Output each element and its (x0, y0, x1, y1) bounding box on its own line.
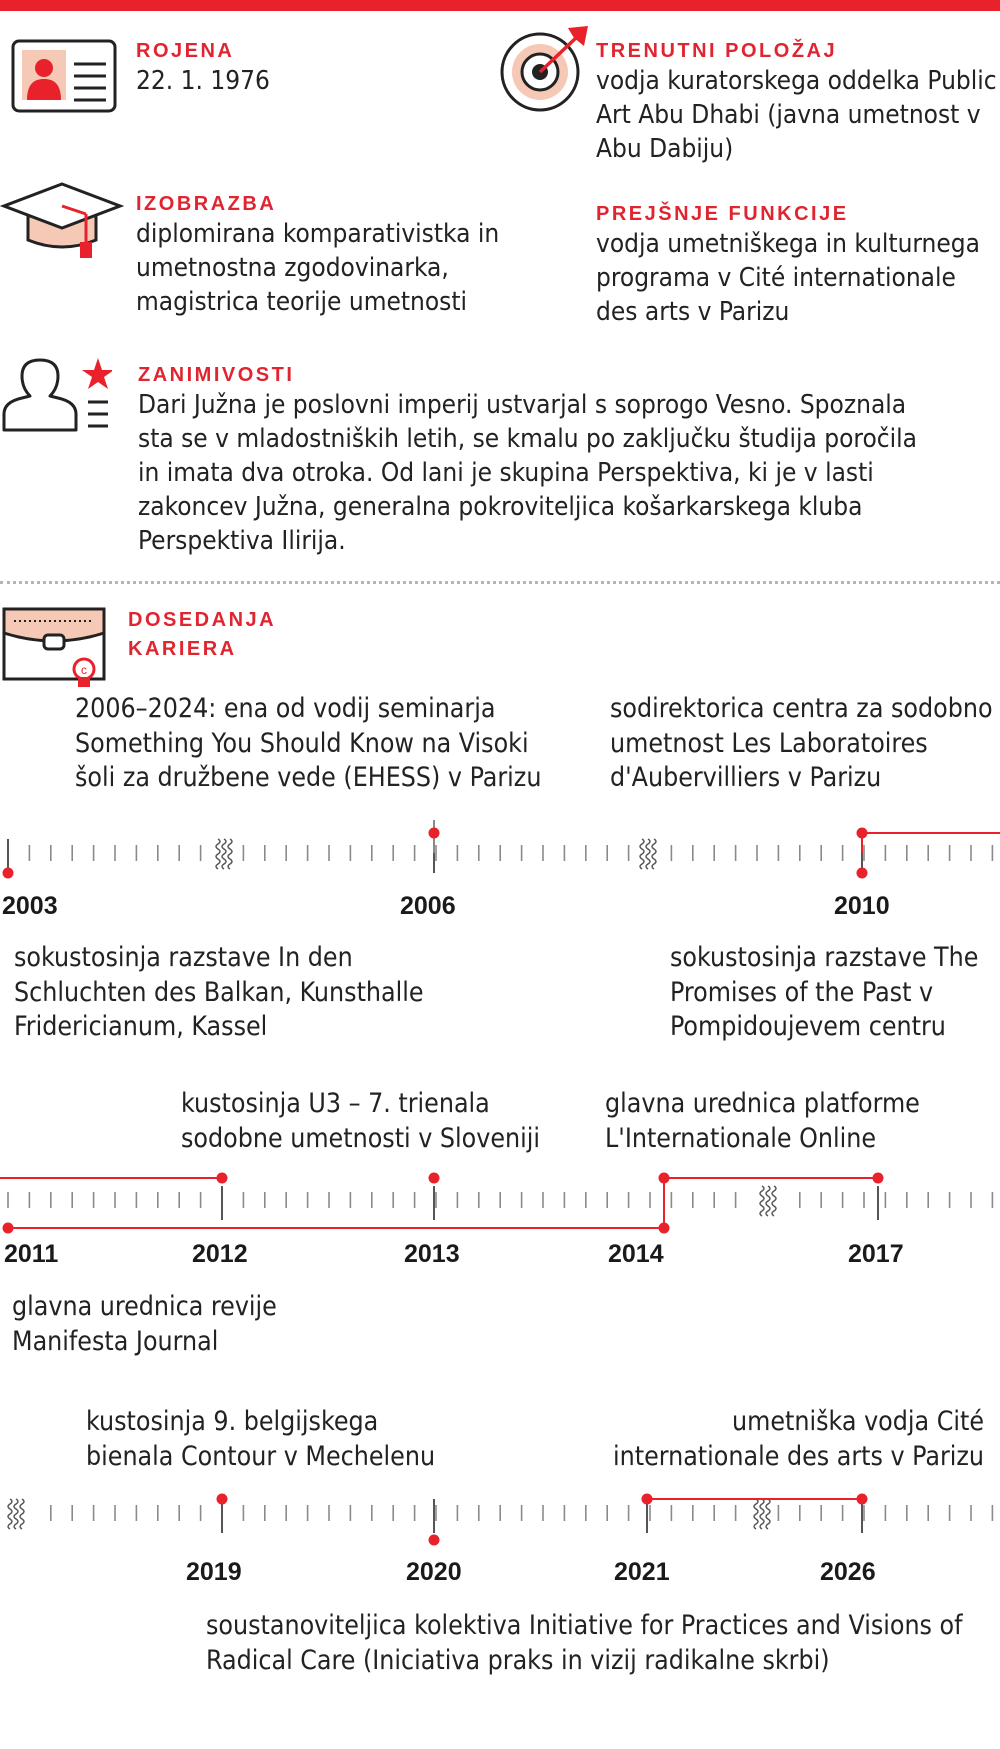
trivia-label: ZANIMIVOSTI (138, 364, 295, 386)
person-star-icon (2, 358, 112, 432)
timeline-break-icon (639, 838, 645, 870)
event-marker-2019 (216, 1493, 228, 1505)
timeline-ticks (7, 1185, 994, 1220)
born-value: 22. 1. 1976 (136, 66, 270, 96)
target-icon (500, 26, 588, 112)
career-event-schluchten: sokustosinja razstave In den Schluchten … (14, 942, 424, 1042)
timeline-row-1 (2, 820, 1000, 879)
timeline-row-2 (0, 1172, 994, 1234)
career-event-cite-artistic-director: umetniška vodja Cité internationale des … (613, 1406, 984, 1472)
graduation-cap-icon (0, 182, 124, 258)
career-event-contour-biennale: kustosinja 9. belgijskega bienala Contou… (86, 1406, 436, 1472)
timeline-break-icon (645, 838, 651, 870)
timeline-row-3 (7, 1493, 994, 1546)
event-marker-2011 (2, 1222, 14, 1234)
current-position-label: TRENUTNI POLOŽAJ (596, 40, 838, 62)
timeline-break-icon (215, 838, 221, 870)
career-event-radical-care-collective: soustanoviteljica kolektiva Initiative f… (206, 1610, 963, 1676)
timeline-break-icon (753, 1498, 759, 1530)
event-marker-2017 (872, 1172, 884, 1184)
timeline-break-icon (221, 838, 227, 870)
section-divider (0, 581, 1000, 584)
education-text: diplomirana komparativistka in umetnostn… (136, 219, 500, 317)
timeline-break-icon (759, 1498, 765, 1530)
year-label-2011: 2011 (4, 1240, 59, 1268)
diploma-envelope-icon: c (2, 607, 106, 687)
svg-text:c: c (81, 663, 87, 677)
career-event-laboratoires: sodirektorica centra za sodobno umetnost… (610, 693, 993, 793)
event-marker-laboratoires (856, 827, 868, 839)
year-label-2020: 2020 (406, 1558, 462, 1586)
event-marker-2012 (216, 1172, 228, 1184)
event-marker-2021 (641, 1493, 653, 1505)
year-label-2013: 2013 (404, 1240, 460, 1268)
year-label-2010: 2010 (834, 892, 890, 920)
year-label-2019: 2019 (186, 1558, 242, 1586)
timeline-break-icon (227, 838, 233, 870)
year-label-2003: 2003 (2, 892, 58, 920)
career-event-u3-triennial: kustosinja U3 – 7. trienala sodobne umet… (181, 1088, 541, 1154)
year-label-2026: 2026 (820, 1558, 876, 1586)
timeline-break-icon (7, 1498, 13, 1530)
timeline-ticks (7, 1498, 994, 1533)
event-marker-promises (856, 867, 868, 879)
born-label: ROJENA (136, 40, 235, 62)
timeline-break-icon (19, 1498, 25, 1530)
event-marker-2014-online (658, 1172, 670, 1184)
timeline-break-icon (13, 1498, 19, 1530)
career-event-linternationale-online: glavna urednica platforme L'Internationa… (605, 1088, 920, 1154)
timeline-break-icon (765, 1498, 771, 1530)
year-label-2017: 2017 (848, 1240, 904, 1268)
event-marker-2003 (2, 867, 14, 879)
current-position-text: vodja kuratorskega oddelka Public Art Ab… (596, 66, 997, 164)
career-event-promises-of-the-past: sokustosinja razstave The Promises of th… (670, 942, 979, 1042)
event-marker-2006 (428, 827, 440, 839)
timeline-break-icon (771, 1185, 777, 1217)
education-label: IZOBRAZBA (136, 193, 277, 215)
year-label-2014: 2014 (608, 1240, 664, 1268)
timeline-ticks (7, 838, 994, 873)
trivia-text: Dari Južna je poslovni imperij ustvarjal… (138, 390, 917, 556)
event-marker-2014 (658, 1222, 670, 1234)
top-accent-bar (0, 0, 1000, 11)
career-event-manifesta-journal: glavna urednica revije Manifesta Journal (12, 1291, 277, 1357)
previous-roles-label: PREJŠNJE FUNKCIJE (596, 203, 849, 225)
event-marker-2013 (428, 1172, 440, 1184)
event-marker-2026 (856, 1493, 868, 1505)
career-event-2006-2024-seminar: 2006–2024: ena od vodij seminarja Someth… (75, 693, 542, 793)
year-label-2006: 2006 (400, 892, 456, 920)
event-marker-2020 (428, 1534, 440, 1546)
year-label-2012: 2012 (192, 1240, 248, 1268)
timeline-break-icon (651, 838, 657, 870)
timeline-break-icon (759, 1185, 765, 1217)
year-label-2021: 2021 (614, 1558, 670, 1586)
career-label: DOSEDANJA KARIERA (128, 609, 277, 660)
previous-roles-text: vodja umetniškega in kulturnega programa… (596, 229, 980, 327)
id-card-icon (11, 39, 117, 113)
timeline-break-icon (765, 1185, 771, 1217)
